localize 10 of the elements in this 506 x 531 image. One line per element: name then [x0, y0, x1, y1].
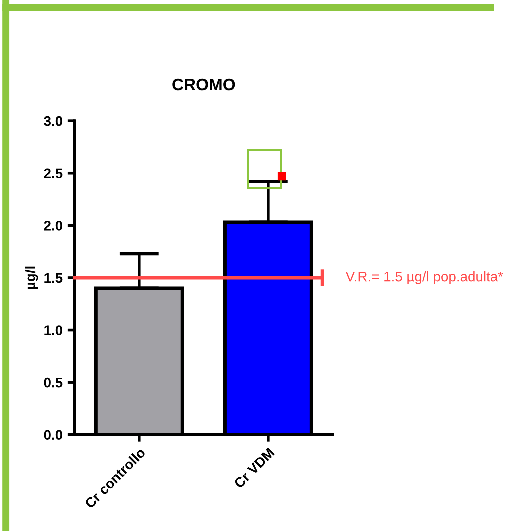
- y-tick-label: 2.0: [44, 221, 63, 231]
- ref-line-label: V.R.= 1.5 µg/l pop.adulta*: [346, 272, 504, 284]
- y-tick-label: 1.5: [44, 273, 63, 284]
- y-tick-label: 3.0: [44, 116, 63, 126]
- y-axis-title: µg/l: [25, 266, 38, 290]
- y-tick-label: 0.5: [44, 378, 63, 388]
- chart-title: CROMO: [172, 78, 236, 91]
- y-tick-label: 0.0: [44, 430, 63, 440]
- y-tick-label: 1.0: [44, 326, 63, 336]
- y-tick-label: 2.5: [44, 168, 63, 179]
